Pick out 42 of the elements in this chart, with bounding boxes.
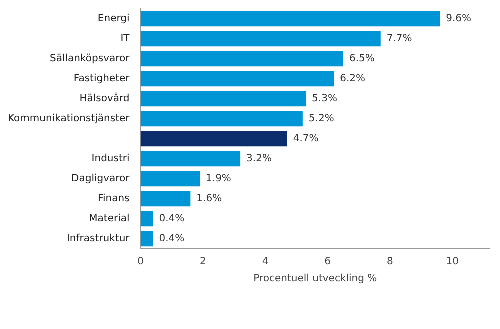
data-label: 1.9% [206, 174, 232, 185]
data-label: 6.5% [349, 54, 375, 65]
data-label: 6.2% [340, 74, 366, 85]
y-tick-label: Industri [92, 154, 130, 165]
bar [140, 211, 154, 227]
x-tick-label: 2 [200, 256, 206, 268]
bar [140, 71, 334, 87]
bar [140, 131, 288, 147]
y-tick-label: Dagligvaror [72, 174, 131, 185]
bar [140, 91, 306, 107]
x-tick-label: 10 [446, 256, 459, 268]
data-label: 1.6% [196, 194, 222, 205]
bar [140, 11, 440, 27]
data-label: 4.7% [293, 134, 319, 145]
x-tick-label: 6 [324, 256, 332, 268]
x-tick-label: 8 [387, 256, 394, 268]
bar [140, 51, 344, 67]
bar [140, 151, 241, 167]
x-tick-label: 0 [138, 256, 144, 268]
data-label: 7.7% [386, 34, 412, 45]
y-tick-label: IT [120, 34, 131, 45]
bar [140, 31, 381, 47]
y-tick-label: Fastigheter [74, 74, 131, 85]
data-label: 3.2% [246, 154, 272, 165]
y-tick-label: Energi [98, 14, 130, 25]
data-label: 5.3% [312, 94, 338, 105]
x-axis-title: Procentuell utveckling % [254, 274, 378, 285]
y-tick-label: Material [89, 214, 130, 225]
data-label: 0.4% [159, 214, 185, 225]
y-tick-label: Kommunikationstjänster [8, 114, 131, 125]
bar [140, 191, 191, 207]
data-label: 9.6% [446, 14, 472, 25]
bar [140, 231, 154, 247]
y-tick-label: Sällanköpsvaror [50, 54, 131, 65]
data-label: 0.4% [159, 234, 185, 245]
y-tick-label: Hälsovård [80, 92, 130, 105]
bar [140, 111, 303, 127]
y-tick-label: Infrastruktur [66, 234, 131, 245]
x-tick-label: 4 [262, 256, 269, 268]
data-label: 5.2% [308, 114, 334, 125]
bar [140, 171, 200, 187]
y-tick-label: Finans [98, 194, 130, 205]
